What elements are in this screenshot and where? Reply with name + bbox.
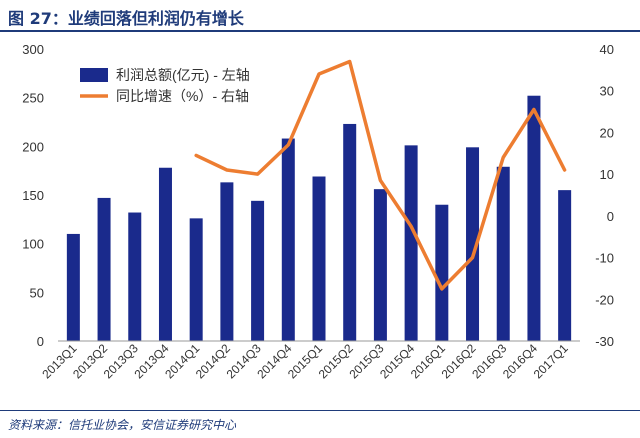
left-tick-label: 100 xyxy=(22,237,44,252)
legend-bar-swatch xyxy=(80,68,108,82)
profit-bar-2017Q1 xyxy=(558,190,572,341)
profit-bars xyxy=(66,95,572,342)
growth-line xyxy=(194,59,567,291)
profit-bar-2015Q4 xyxy=(404,145,418,341)
left-tick-label: 50 xyxy=(30,285,44,300)
legend-line-label: 同比增速（%）- 右轴 xyxy=(116,88,249,104)
left-tick-label: 300 xyxy=(22,42,44,57)
profit-bar-2013Q3 xyxy=(128,212,142,341)
profit-bar-2016Q1 xyxy=(435,204,449,341)
right-tick-label: 0 xyxy=(607,209,614,224)
left-tick-label: 150 xyxy=(22,188,44,203)
left-axis-ticks: 0 50 100 150 200 250 300 xyxy=(22,42,44,349)
profit-bar-2014Q4 xyxy=(281,138,295,341)
figure-title: 图 27：业绩回落但利润仍有增长 xyxy=(8,9,244,28)
profit-bar-2014Q2 xyxy=(220,182,234,341)
x-tick-label: 2017Q1 xyxy=(531,341,571,381)
profit-bar-2015Q1 xyxy=(312,176,326,341)
right-tick-label: 30 xyxy=(600,84,614,99)
right-tick-label: -30 xyxy=(595,334,614,349)
profit-bar-2013Q2 xyxy=(97,197,111,341)
profit-bar-2015Q2 xyxy=(343,123,357,342)
profit-bar-2016Q2 xyxy=(466,147,480,341)
left-tick-label: 0 xyxy=(37,334,44,349)
right-tick-label: -10 xyxy=(595,251,614,266)
profit-bar-2015Q3 xyxy=(373,189,387,341)
title-bar: 图 27：业绩回落但利润仍有增长 xyxy=(0,0,640,32)
profit-bar-2014Q1 xyxy=(189,218,203,341)
legend: 利润总额(亿元) - 左轴 同比增速（%）- 右轴 xyxy=(80,67,250,104)
left-tick-label: 250 xyxy=(22,91,44,106)
profit-bar-2016Q4 xyxy=(527,95,541,341)
profit-bar-2014Q3 xyxy=(251,200,265,341)
right-tick-label: -20 xyxy=(595,292,614,307)
right-tick-label: 40 xyxy=(600,42,614,57)
source-divider xyxy=(0,410,640,411)
x-axis-ticks: 2013Q12013Q22013Q32013Q42014Q12014Q22014… xyxy=(39,341,571,381)
right-tick-label: 10 xyxy=(600,167,614,182)
left-tick-label: 200 xyxy=(22,139,44,154)
profit-chart: 0 50 100 150 200 250 300 -30 -20 -10 0 10 20 30 40 20… xyxy=(22,42,614,381)
profit-bar-2016Q3 xyxy=(496,166,510,341)
right-tick-label: 20 xyxy=(600,125,614,140)
source-note: 资料来源：信托业协会，安信证券研究中心 xyxy=(8,418,237,432)
legend-bar-label: 利润总额(亿元) - 左轴 xyxy=(116,67,250,83)
profit-bar-2013Q1 xyxy=(66,233,80,341)
right-axis-ticks: -30 -20 -10 0 10 20 30 40 xyxy=(595,42,614,349)
profit-bar-2013Q4 xyxy=(158,167,172,341)
